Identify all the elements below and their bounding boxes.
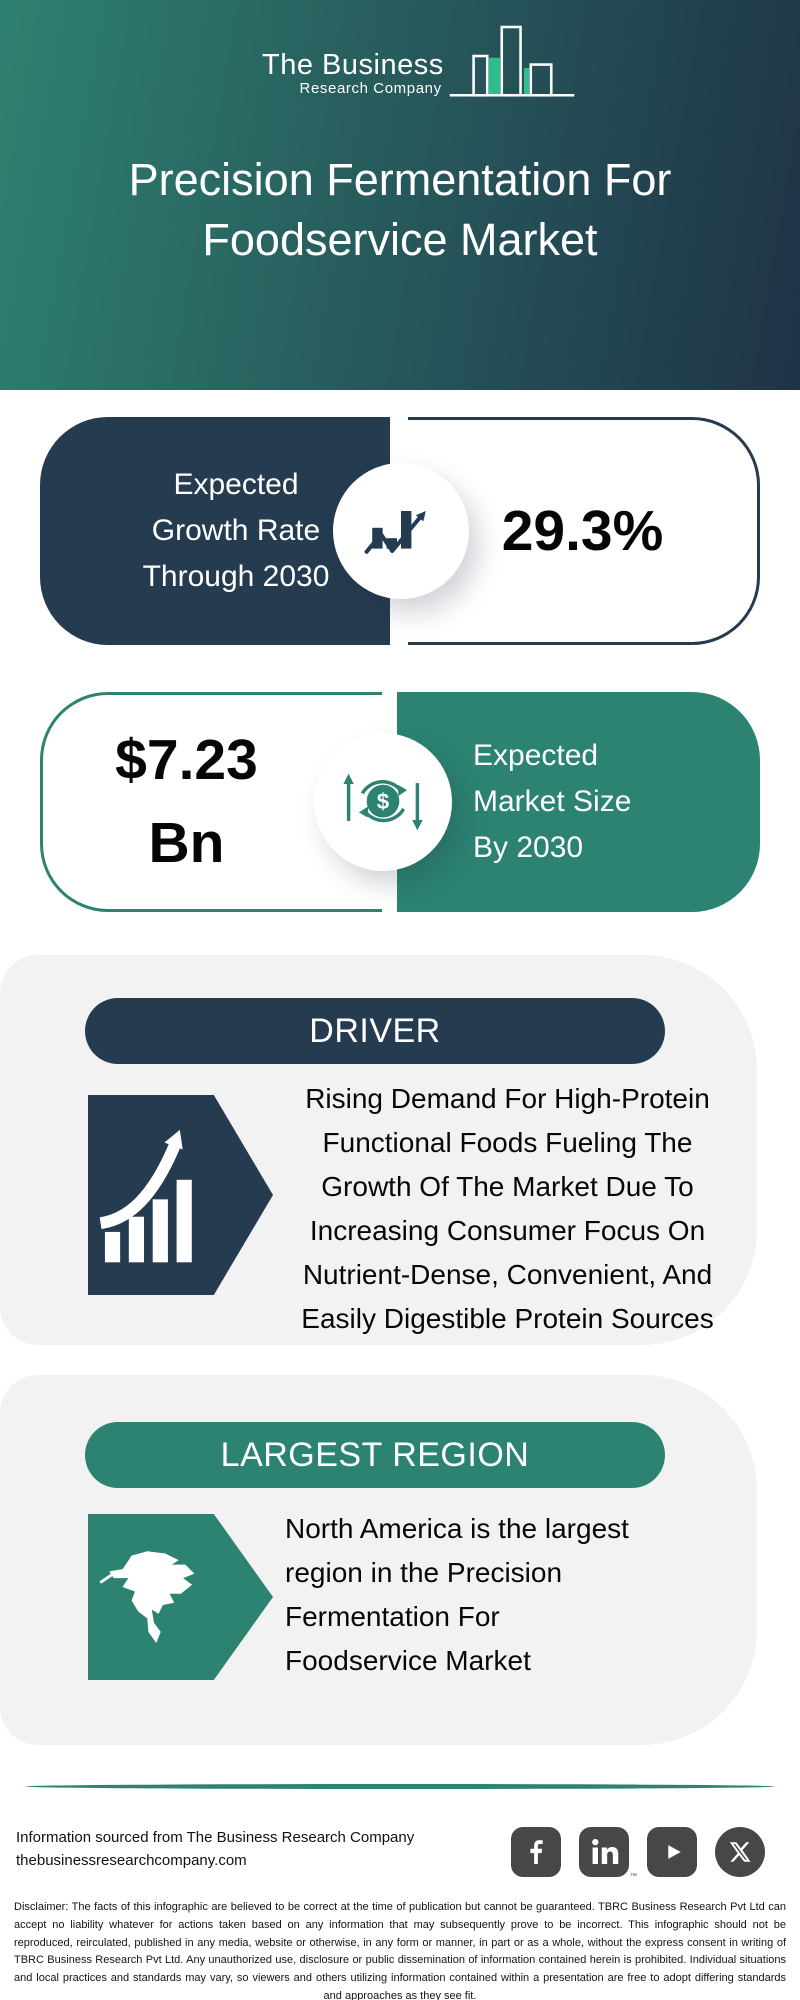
youtube-button[interactable] (647, 1827, 697, 1877)
largest-region-heading: LARGEST REGION (220, 1435, 530, 1474)
market-size-value: $7.23 Bn (115, 728, 258, 875)
svg-text:$: $ (377, 789, 390, 814)
driver-heading: DRIVER (309, 1011, 441, 1050)
source-attribution: Information sourced from The Business Re… (16, 1829, 415, 1846)
linkedin-icon (592, 1838, 619, 1864)
page-title: Precision Fermentation For Foodservice M… (128, 154, 672, 265)
driver-section: DRIVER Rising Demand For High-Protein Fu… (0, 955, 757, 1345)
largest-region-text: North America is the largest region in t… (285, 1513, 629, 1676)
brand-bar-chart-icon (449, 25, 574, 97)
north-america-map-icon (88, 1514, 273, 1680)
market-size-card: $7.23 Bn Expected Market Size By 2030 $ (40, 692, 760, 912)
x-twitter-button[interactable] (715, 1827, 765, 1877)
growth-rate-value: 29.3% (501, 498, 664, 563)
rising-bars-arrow-icon (88, 1095, 273, 1295)
largest-region-section: LARGEST REGION North America is the larg… (0, 1375, 757, 1745)
brand-logo-text: The Business Research Company (262, 49, 444, 98)
brand-name-line1: The Business (262, 49, 444, 81)
largest-region-heading-pill: LARGEST REGION (85, 1422, 665, 1488)
brand-name-line2: Research Company (299, 80, 442, 98)
market-size-label: Expected Market Size By 2030 (473, 739, 632, 864)
growth-rate-card: Expected Growth Rate Through 2030 29.3% (40, 417, 760, 645)
growth-rate-value-panel: 29.3% (408, 417, 760, 645)
footer-divider (25, 1784, 775, 1789)
brand-logo: The Business Research Company (262, 20, 576, 104)
disclaimer-text: Disclaimer: The facts of this infographi… (14, 1901, 786, 2000)
growth-rate-label-panel: Expected Growth Rate Through 2030 (40, 417, 390, 645)
growth-chart-icon (364, 511, 426, 554)
money-circulation-icon: $ (343, 773, 423, 831)
growth-chart-icon-badge (333, 463, 469, 599)
money-circulation-icon-badge: $ (314, 733, 452, 871)
market-size-value-panel: $7.23 Bn (40, 692, 382, 912)
market-size-label-panel: Expected Market Size By 2030 (397, 692, 760, 912)
social-icons-row: ™ (511, 1827, 765, 1880)
linkedin-tm-mark: ™ (630, 1873, 637, 1880)
youtube-play-icon (668, 1845, 681, 1859)
facebook-button[interactable] (511, 1827, 561, 1877)
driver-heading-pill: DRIVER (85, 998, 665, 1064)
growth-rate-label: Expected Growth Rate Through 2030 (142, 468, 330, 593)
x-twitter-icon (729, 1842, 751, 1862)
driver-text: Rising Demand For High-Protein Functiona… (301, 1083, 714, 1334)
linkedin-button[interactable]: ™ (579, 1827, 637, 1880)
source-website-link[interactable]: thebusinessresearchcompany.com (16, 1852, 247, 1869)
hero-header: The Business Research Company Precision … (0, 0, 800, 390)
facebook-icon (530, 1840, 543, 1864)
